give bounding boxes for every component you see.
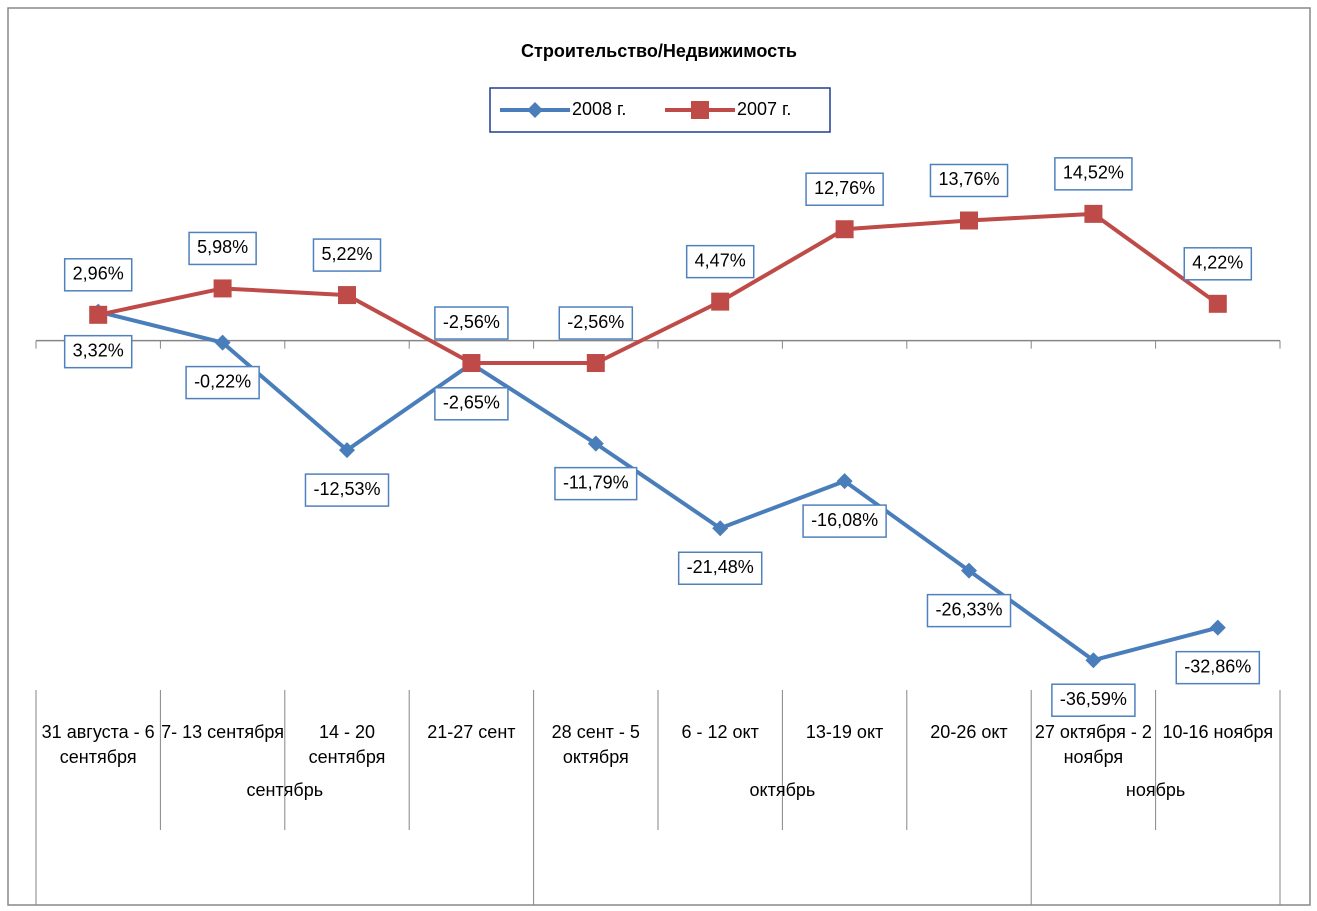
marker <box>691 101 709 119</box>
data-label-box <box>312 238 382 272</box>
marker <box>1085 652 1102 669</box>
x-tick-label: 28 сент - 5 октября <box>551 722 640 767</box>
x-tick-label: 14 - 20 сентября <box>308 722 386 767</box>
data-label-box <box>434 387 509 421</box>
data-label: -12,53% <box>313 479 380 499</box>
marker <box>213 279 232 298</box>
data-label-box <box>63 334 133 369</box>
data-label: -36,59% <box>1060 689 1127 709</box>
marker <box>462 354 481 373</box>
data-label: 12,76% <box>814 178 875 198</box>
data-label: 4,22% <box>1192 253 1243 273</box>
data-label-box <box>558 306 634 340</box>
data-label: 5,22% <box>321 244 372 264</box>
x-tick-label: 31 августа - 6 сентября <box>41 722 155 767</box>
data-label-box <box>1175 650 1261 685</box>
data-label: 14,52% <box>1063 163 1124 183</box>
x-tick-label: 27 октября - 2 ноября <box>1034 722 1152 767</box>
data-label: -21,48% <box>687 557 754 577</box>
x-tick-label: 10-16 ноября <box>1162 722 1274 742</box>
data-label-box <box>188 231 257 266</box>
data-label: -2,56% <box>443 312 500 332</box>
data-label-box <box>1183 247 1253 281</box>
marker <box>89 305 108 324</box>
data-label-box <box>685 244 755 279</box>
marker <box>587 435 604 452</box>
data-label: 13,76% <box>938 169 999 189</box>
legend-label: 2007 г. <box>737 99 791 119</box>
data-label-box <box>677 551 763 586</box>
data-label-box <box>1051 683 1136 717</box>
marker <box>712 520 729 537</box>
data-label: 3,32% <box>73 340 124 360</box>
data-label-box <box>434 306 509 340</box>
marker <box>527 102 543 118</box>
group-label: ноябрь <box>1125 780 1186 800</box>
marker <box>214 334 231 351</box>
marker <box>339 442 355 459</box>
group-label: октябрь <box>749 780 816 800</box>
marker <box>960 211 978 230</box>
data-label: -2,56% <box>567 312 624 332</box>
data-label-box <box>304 473 390 507</box>
marker <box>836 473 853 490</box>
marker <box>961 562 977 579</box>
marker <box>1209 619 1226 636</box>
marker <box>1208 294 1227 313</box>
chart-border <box>7 7 1311 906</box>
series-line <box>97 211 1219 366</box>
data-label-box <box>802 504 887 538</box>
x-tick-label: 13-19 окт <box>805 722 884 742</box>
data-label: -26,33% <box>935 599 1002 619</box>
data-label: -16,08% <box>811 510 878 530</box>
marker <box>586 354 605 373</box>
data-label: 2,96% <box>73 264 124 284</box>
data-label-box <box>929 163 1009 198</box>
x-tick-label: 6 - 12 окт <box>681 722 759 742</box>
x-tick-label: 7- 13 сентября <box>161 722 284 742</box>
group-label: сентябрь <box>246 780 324 800</box>
x-tick-label: 21-27 сент <box>427 722 516 742</box>
data-label: -32,86% <box>1184 656 1251 676</box>
x-tick-label: 20-26 окт <box>930 722 1008 742</box>
data-label: -2,65% <box>443 393 500 413</box>
data-label-box <box>1054 157 1133 191</box>
marker <box>1084 204 1103 223</box>
marker <box>338 286 356 305</box>
legend-label: 2008 г. <box>572 99 626 119</box>
data-label: 4,47% <box>695 250 746 270</box>
data-label: 5,98% <box>197 237 248 257</box>
data-label: -0,22% <box>194 371 251 391</box>
data-label-box <box>805 172 884 206</box>
data-label-box <box>926 593 1012 628</box>
data-label: -11,79% <box>563 472 629 492</box>
data-label-box <box>185 365 260 400</box>
marker <box>835 220 854 239</box>
data-label-box <box>554 466 638 501</box>
data-label-box <box>63 258 133 292</box>
chart-title: Строительство/Недвижимость <box>521 41 797 61</box>
marker <box>711 292 730 311</box>
series-line <box>97 309 1219 663</box>
